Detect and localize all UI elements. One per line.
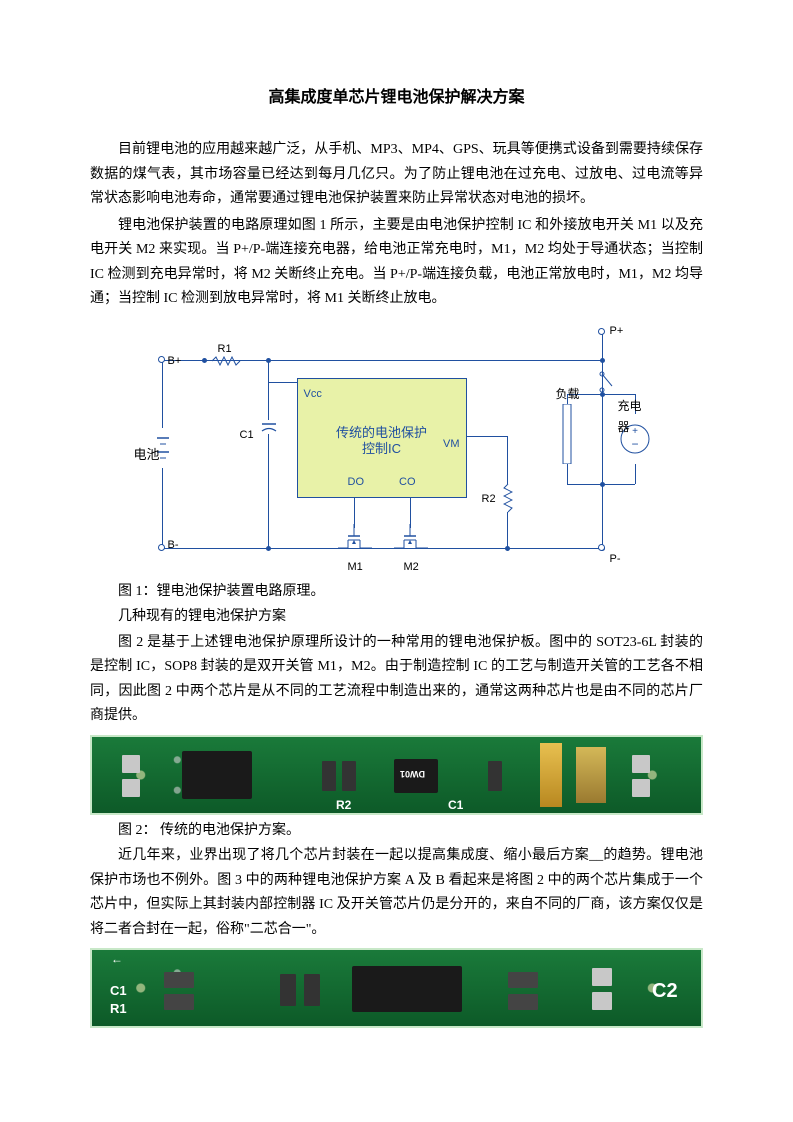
label-c1: C1 bbox=[240, 426, 254, 445]
label-load: 负载 bbox=[556, 384, 580, 405]
label-pminus: P- bbox=[610, 550, 621, 569]
pcb1-r2-silk: R2 bbox=[336, 795, 351, 815]
pcb2-r1-silk: R1 bbox=[110, 998, 127, 1021]
load-icon bbox=[560, 404, 574, 464]
label-m1: M1 bbox=[348, 558, 363, 577]
ic-label: 传统的电池保护 控制IC bbox=[298, 425, 466, 459]
label-r2: R2 bbox=[482, 490, 496, 509]
m2-icon bbox=[394, 524, 428, 554]
r2-icon bbox=[503, 484, 513, 514]
paragraph-1: 目前锂电池的应用越来越广泛，从手机、MP3、MP4、GPS、玩具等便携式设备到需… bbox=[90, 138, 703, 212]
label-m2: M2 bbox=[404, 558, 419, 577]
label-pplus: P+ bbox=[610, 322, 624, 341]
figure-2-caption: 图 2： 传统的电池保护方案。 bbox=[90, 819, 703, 844]
c1-icon bbox=[260, 420, 278, 436]
pin-vcc: Vcc bbox=[304, 385, 322, 404]
figure-1-circuit: R1 C1 Vcc VM DO CO 传统的电池保护 控制IC bbox=[142, 318, 652, 578]
paragraph-4: 近几年来，业界出现了将几个芯片封装在一起以提高集成度、缩小最后方案__的趋势。锂… bbox=[90, 844, 703, 942]
figure-2-pcb: R2 C1 DW01 bbox=[90, 735, 703, 815]
subheading-1: 几种现有的锂电池保护方案 bbox=[90, 605, 703, 630]
paragraph-2: 锂电池保护装置的电路原理如图 1 所示，主要是由电池保护控制 IC 和外接放电开… bbox=[90, 214, 703, 312]
figure-1-caption: 图 1：锂电池保护装置电路原理。 bbox=[90, 580, 703, 605]
m1-icon bbox=[338, 524, 372, 554]
figure-3-pcb: ↑ C1 R1 C2 bbox=[90, 948, 703, 1028]
paragraph-3: 图 2 是基于上述锂电池保护原理所设计的一种常用的锂电池保护板。图中的 SOT2… bbox=[90, 631, 703, 729]
label-bplus: B+ bbox=[168, 352, 182, 371]
label-charger: 充电器 bbox=[618, 396, 652, 438]
pcb1-c1-silk: C1 bbox=[448, 795, 463, 815]
page-title: 高集成度单芯片锂电池保护解决方案 bbox=[90, 84, 703, 112]
label-battery: 电池 bbox=[134, 444, 160, 467]
pcb2-c2-silk: C2 bbox=[652, 974, 678, 1009]
pin-do: DO bbox=[348, 473, 365, 492]
svg-text:−: − bbox=[631, 437, 638, 451]
pin-co: CO bbox=[399, 473, 416, 492]
label-bminus: B- bbox=[168, 536, 179, 555]
switch-icon bbox=[596, 370, 616, 394]
label-r1: R1 bbox=[218, 340, 232, 359]
